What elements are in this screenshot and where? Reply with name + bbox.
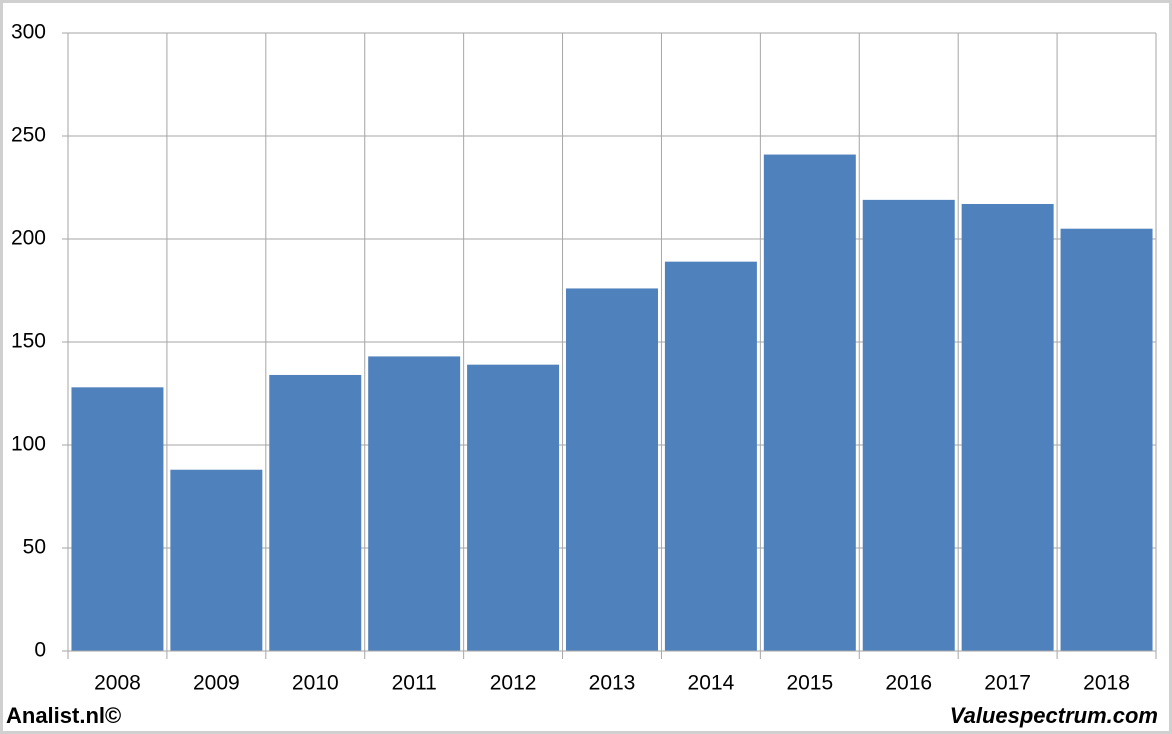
bar: [368, 356, 461, 651]
bar: [961, 203, 1054, 652]
bar: [1060, 228, 1153, 651]
bar: [71, 387, 164, 651]
bar: [763, 154, 856, 652]
y-tick-label: 250: [11, 124, 46, 147]
x-tick-label: 2015: [786, 672, 833, 695]
y-tick-label: 300: [11, 21, 46, 44]
x-tick-label: 2010: [292, 672, 339, 695]
x-tick-label: 2014: [688, 672, 735, 695]
x-tick-label: 2018: [1083, 672, 1130, 695]
x-tick-label: 2008: [94, 672, 141, 695]
x-tick-label: 2012: [490, 672, 537, 695]
x-tick-label: 2017: [984, 672, 1031, 695]
bar: [170, 469, 263, 651]
x-tick-label: 2013: [589, 672, 636, 695]
x-tick-label: 2011: [392, 672, 437, 695]
y-tick-label: 0: [34, 639, 46, 662]
bar: [664, 261, 757, 651]
x-tick-label: 2009: [193, 672, 240, 695]
y-tick-label: 200: [11, 227, 46, 250]
bar: [862, 199, 955, 652]
x-tick-label: 2016: [885, 672, 932, 695]
y-tick-label: 150: [11, 330, 46, 353]
bar: [467, 364, 560, 651]
bar: [566, 288, 658, 651]
y-tick-label: 100: [11, 433, 46, 456]
bar: [269, 374, 362, 651]
y-tick-label: 50: [23, 536, 46, 559]
footer-right: Valuespectrum.com: [950, 703, 1158, 728]
footer-left: Analist.nl©: [6, 703, 121, 728]
